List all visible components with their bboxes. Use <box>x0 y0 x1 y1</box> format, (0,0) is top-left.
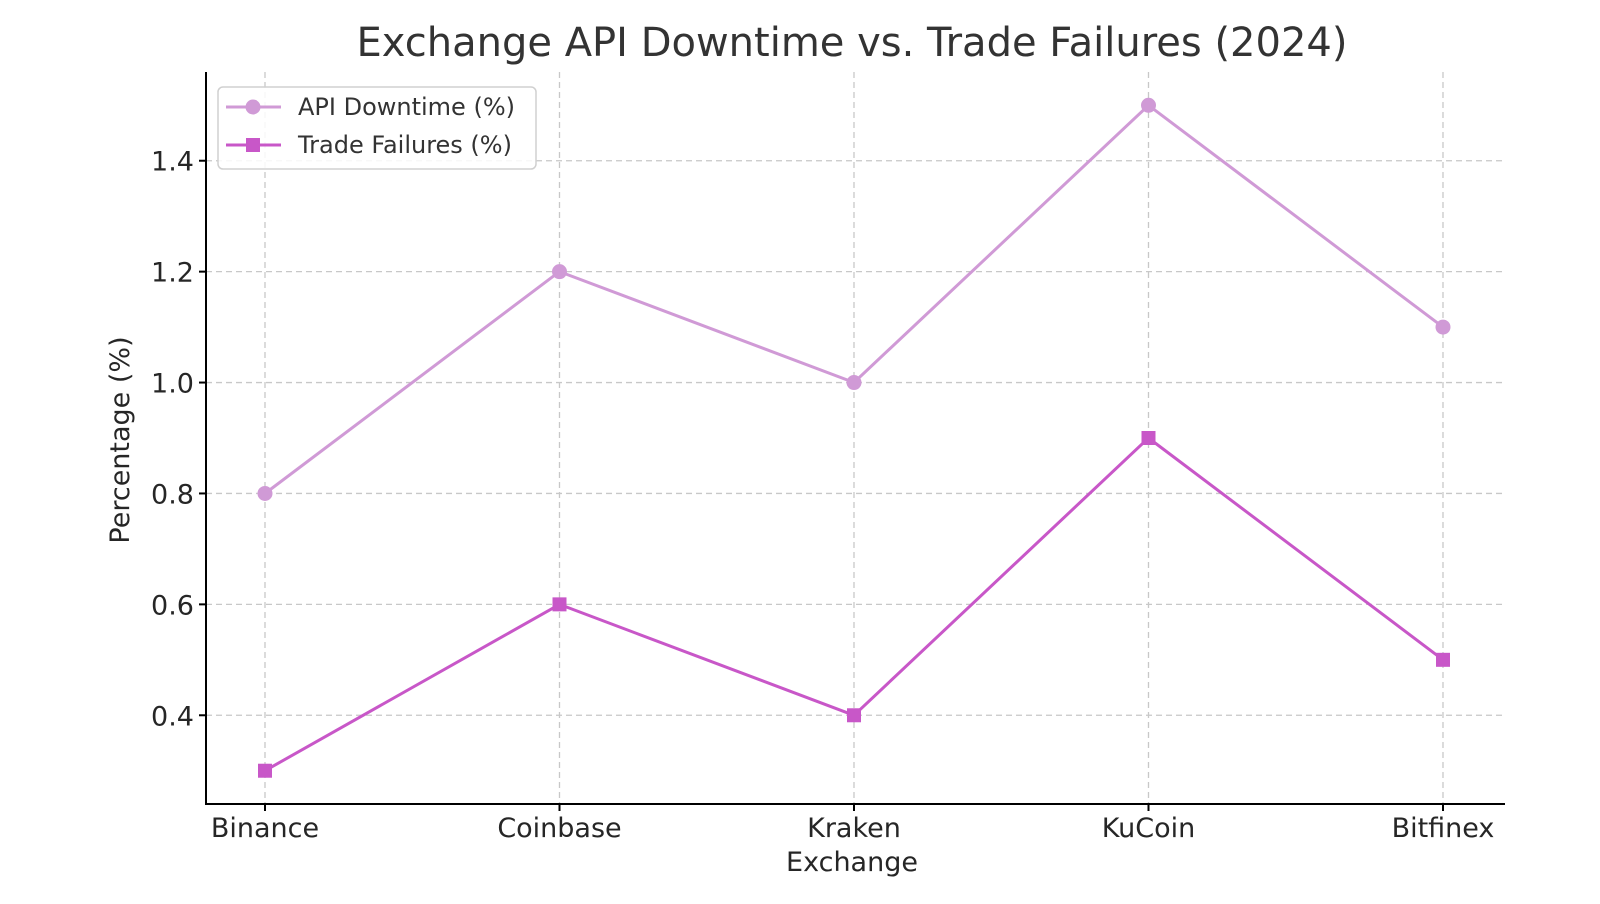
chart-title: Exchange API Downtime vs. Trade Failures… <box>357 20 1348 66</box>
legend: API Downtime (%) Trade Failures (%) <box>217 86 537 170</box>
axes <box>199 72 1505 811</box>
y-tick-label: 0.4 <box>151 701 194 732</box>
series-1 <box>258 431 1450 778</box>
legend-marker-trade-failures <box>246 138 260 152</box>
x-axis-label: Exchange <box>786 847 918 878</box>
data-point <box>847 708 861 723</box>
data-point <box>257 485 273 501</box>
data-point <box>552 264 567 280</box>
x-tick-label: Bitfinex <box>1392 813 1495 844</box>
data-point <box>1436 652 1450 667</box>
series-0 <box>257 97 1451 501</box>
legend-box <box>217 86 537 170</box>
y-tick-label: 0.6 <box>151 590 194 621</box>
data-point <box>1435 319 1451 335</box>
data-point <box>1141 431 1156 445</box>
y-tick-label: 1.2 <box>151 258 194 289</box>
legend-marker-api-downtime <box>245 99 261 115</box>
legend-label-api-downtime: API Downtime (%) <box>298 93 515 121</box>
x-tick-label: Kraken <box>807 813 901 844</box>
data-point <box>846 375 862 391</box>
series <box>257 97 1451 778</box>
y-tick-label: 1.4 <box>151 147 194 178</box>
grid <box>206 72 1505 804</box>
legend-label-trade-failures: Trade Failures (%) <box>297 131 512 159</box>
tick-labels: Binance Coinbase Kraken KuCoin Bitfinex 0.4 0.… <box>151 147 1494 844</box>
y-tick-label: 1.0 <box>151 369 194 400</box>
x-tick-label: Binance <box>211 813 319 844</box>
x-tick-label: Coinbase <box>497 813 621 844</box>
data-point <box>552 597 567 612</box>
data-point <box>258 763 272 778</box>
x-tick-label: KuCoin <box>1102 813 1195 844</box>
y-tick-label: 0.8 <box>151 479 194 510</box>
y-axis-label: Percentage (%) <box>105 336 136 543</box>
data-point <box>1141 97 1156 113</box>
